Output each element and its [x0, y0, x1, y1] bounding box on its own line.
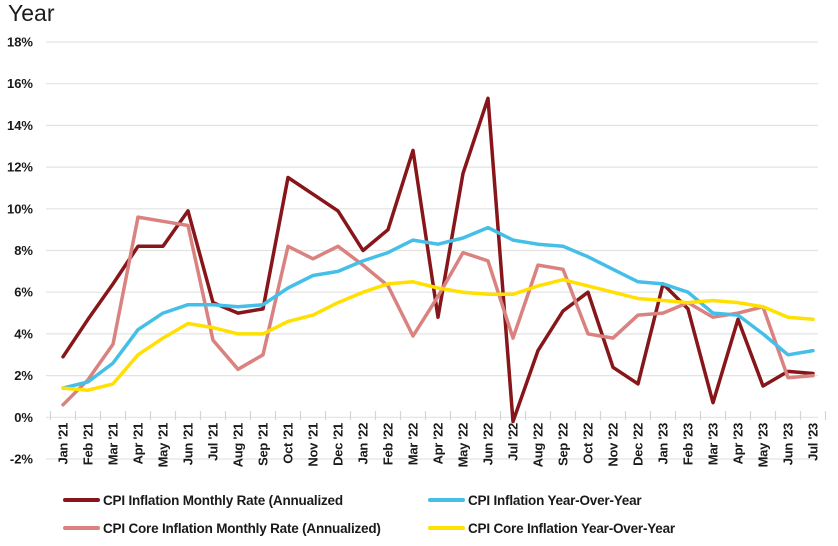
x-axis-label: Dec '22	[631, 423, 646, 466]
series-line-0	[61, 96, 815, 424]
x-axis-label: Apr '22	[431, 423, 446, 465]
x-axis-label: Nov '22	[606, 423, 621, 467]
legend-item-core-monthly: CPI Core Inflation Monthly Rate (Annuali…	[63, 520, 381, 536]
legend-swatch-dark-red	[63, 498, 100, 502]
x-axis-label: May '21	[156, 423, 171, 467]
legend-swatch-yellow	[428, 526, 465, 530]
x-axis-label: May '22	[456, 423, 471, 467]
x-axis-label: May '23	[756, 423, 771, 467]
series-line-3	[61, 277, 815, 392]
legend-item-cpi-monthly: CPI Inflation Monthly Rate (Annualized	[63, 492, 343, 508]
legend-swatch-pink	[63, 526, 100, 530]
x-axis-label: Apr '21	[131, 423, 146, 465]
y-axis-label: 12%	[7, 160, 33, 175]
y-axis-label: 6%	[14, 285, 33, 300]
x-axis-label: Oct '22	[581, 423, 596, 464]
legend-label: CPI Inflation Year-Over-Year	[468, 492, 642, 508]
legend-label: CPI Core Inflation Year-Over-Year	[468, 520, 675, 536]
x-axis-label: Jul '23	[806, 423, 821, 461]
legend-swatch-blue	[428, 498, 465, 502]
x-axis-label: Aug '22	[531, 423, 546, 467]
x-axis-label: Feb '23	[681, 423, 696, 465]
legend-label: CPI Core Inflation Monthly Rate (Annuali…	[103, 520, 381, 536]
x-axis-label: Mar '23	[706, 423, 721, 465]
y-axis-label: -2%	[10, 452, 34, 467]
y-axis-label: 16%	[7, 76, 33, 91]
series-line-1	[61, 225, 815, 390]
x-axis-label: Feb '22	[381, 423, 396, 465]
legend-label: CPI Inflation Monthly Rate (Annualized	[103, 492, 343, 508]
x-axis-label: Sep '22	[556, 423, 571, 466]
x-axis-label: Jun '22	[481, 423, 496, 465]
x-axis-label: Jul '21	[206, 423, 221, 461]
y-axis-label: 0%	[14, 410, 33, 425]
x-axis-label: Dec '21	[331, 423, 346, 466]
x-axis-label: Nov '21	[306, 423, 321, 467]
chart-title: Year	[8, 0, 55, 26]
y-axis-label: 4%	[14, 326, 33, 341]
y-axis-label: 10%	[7, 201, 33, 216]
y-axis-label: 2%	[14, 368, 33, 383]
x-axis-label: Feb '21	[81, 423, 96, 465]
x-axis-label: Jan '21	[56, 423, 71, 465]
x-axis-label: Sep '21	[256, 423, 271, 466]
x-axis-label: Mar '21	[106, 423, 121, 465]
x-axis-label: Jan '23	[656, 423, 671, 465]
x-axis-label: Jun '21	[181, 423, 196, 465]
x-axis-label: Apr '23	[731, 423, 746, 465]
y-axis-label: 18%	[7, 35, 33, 50]
y-axis-label: 14%	[7, 118, 33, 133]
x-axis-label: Aug '21	[231, 423, 246, 467]
legend-item-core-yoy: CPI Core Inflation Year-Over-Year	[428, 520, 675, 536]
x-axis-label: Jan '22	[356, 423, 371, 465]
x-axis-label: Oct '21	[281, 423, 296, 464]
y-axis-label: 8%	[14, 243, 33, 258]
x-axis-label: Jun '23	[781, 423, 796, 465]
legend-item-cpi-yoy: CPI Inflation Year-Over-Year	[428, 492, 642, 508]
x-axis-label: Jul '22	[506, 423, 521, 461]
x-axis-label: Mar '22	[406, 423, 421, 465]
